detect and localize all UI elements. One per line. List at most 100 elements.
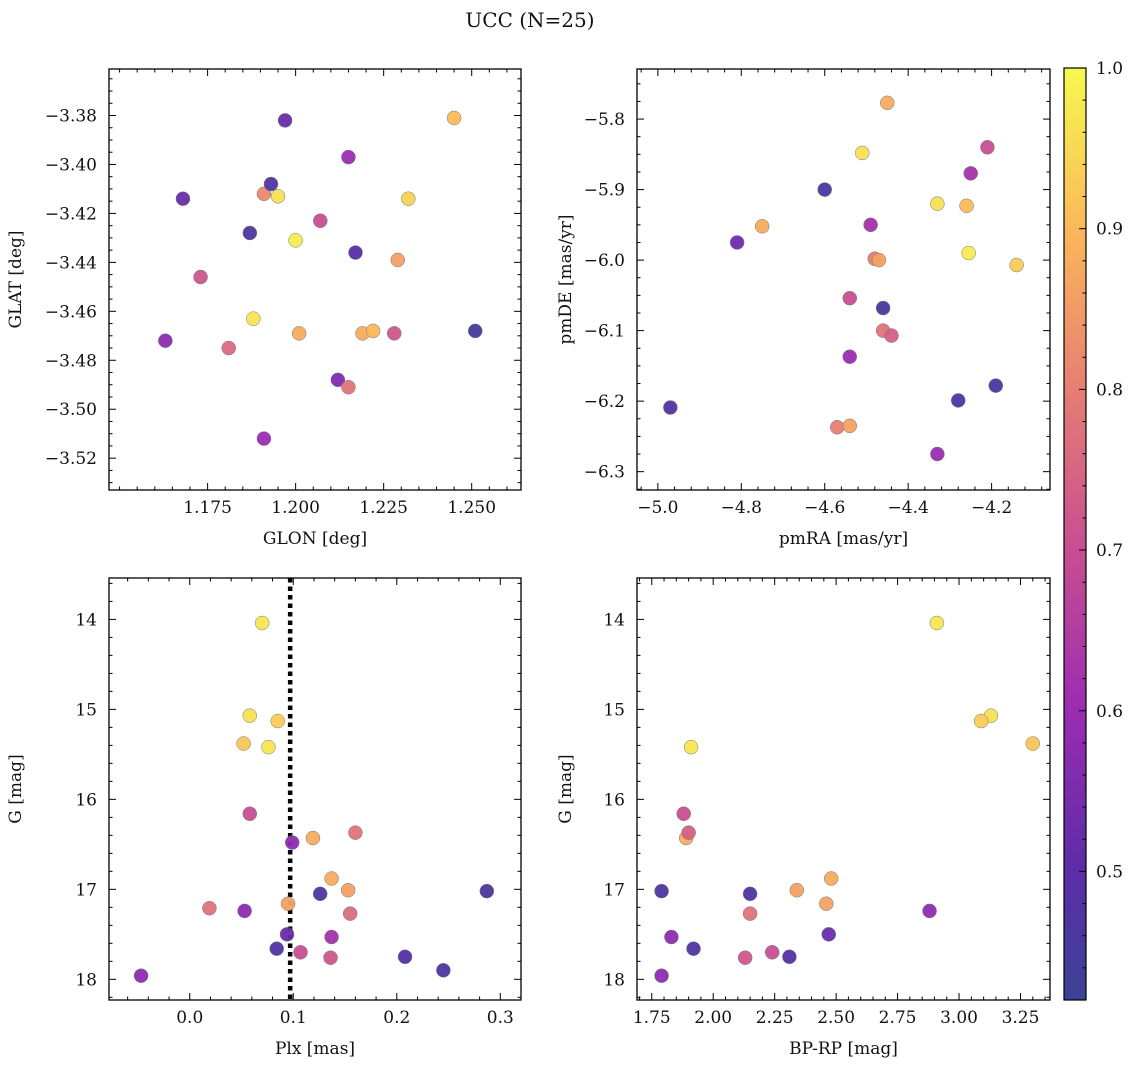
panel-glon-glat: 1.175 1.200 1.225 1.250 −3.38 −3.40 −3.42 −3.44… bbox=[6, 68, 522, 549]
data-point bbox=[221, 340, 236, 356]
x-tick-label: 0.0 bbox=[176, 1008, 203, 1028]
data-point bbox=[467, 323, 483, 339]
data-point bbox=[293, 945, 308, 960]
data-point bbox=[823, 871, 839, 886]
y-axis-label: G [mag] bbox=[6, 754, 26, 823]
x-tick-label: 0.1 bbox=[280, 1008, 307, 1028]
data-point bbox=[348, 825, 363, 840]
data-point bbox=[390, 252, 406, 268]
panel-plx-g: 0.0 0.1 0.2 0.3 14 15 16 17 18 Plx [mas] G [mag] bbox=[6, 577, 522, 1059]
data-point bbox=[817, 182, 832, 197]
x-axis-label: pmRA [mas/yr] bbox=[779, 529, 908, 549]
y-tick-label: 16 bbox=[75, 790, 97, 810]
data-point bbox=[270, 189, 286, 204]
y-tick-label: −3.50 bbox=[45, 400, 97, 420]
y-tick-label: 18 bbox=[75, 970, 97, 990]
y-tick-label: 18 bbox=[603, 970, 625, 990]
colorbar-tick-label: 0.9 bbox=[1096, 220, 1123, 240]
data-point bbox=[1025, 736, 1041, 751]
y-axis-label: G [mag] bbox=[556, 754, 576, 823]
data-point bbox=[175, 191, 191, 206]
y-tick-label: 14 bbox=[75, 610, 97, 630]
y-tick-label: −3.42 bbox=[45, 204, 97, 224]
data-point bbox=[323, 950, 338, 965]
x-tick-label: −4.8 bbox=[721, 498, 762, 518]
data-point bbox=[654, 968, 669, 983]
data-point bbox=[930, 446, 945, 462]
data-point bbox=[819, 896, 834, 911]
data-point bbox=[365, 323, 381, 339]
data-point bbox=[654, 883, 669, 899]
colorbar-tick-label: 1.0 bbox=[1096, 59, 1123, 79]
x-axis-label: BP-RP [mag] bbox=[789, 1039, 898, 1059]
data-point bbox=[133, 968, 149, 983]
data-point bbox=[880, 95, 895, 111]
data-point bbox=[863, 217, 878, 233]
data-point bbox=[973, 713, 989, 729]
y-tick-label: −3.44 bbox=[45, 253, 97, 273]
colorbar-tick-label: 0.5 bbox=[1096, 862, 1123, 882]
data-point bbox=[664, 929, 679, 945]
data-point bbox=[284, 835, 300, 850]
data-point bbox=[742, 906, 758, 921]
data-point bbox=[305, 830, 321, 846]
y-tick-label: −6.1 bbox=[584, 322, 625, 342]
data-point bbox=[683, 739, 699, 755]
y-tick-label: −6.3 bbox=[584, 463, 625, 483]
data-point bbox=[959, 198, 974, 214]
colorbar-tick-label: 0.7 bbox=[1096, 541, 1123, 561]
y-tick-label: −3.46 bbox=[45, 302, 97, 322]
x-tick-label: −4.6 bbox=[804, 498, 845, 518]
data-point bbox=[397, 949, 413, 965]
y-tick-label: −3.40 bbox=[45, 155, 97, 175]
x-tick-label: −4.2 bbox=[971, 498, 1012, 518]
data-point bbox=[202, 900, 217, 916]
data-point bbox=[930, 196, 945, 211]
y-tick-label: 17 bbox=[603, 880, 625, 900]
data-point bbox=[764, 945, 780, 960]
data-point bbox=[237, 903, 252, 919]
data-point bbox=[855, 145, 870, 161]
data-point bbox=[842, 349, 858, 364]
data-point bbox=[288, 233, 303, 248]
data-point bbox=[871, 252, 887, 268]
data-point bbox=[663, 400, 678, 415]
x-tick-label: 0.3 bbox=[487, 1008, 514, 1028]
data-point bbox=[269, 941, 284, 956]
data-point bbox=[341, 149, 356, 165]
data-point bbox=[313, 213, 328, 229]
x-axis-label: Plx [mas] bbox=[275, 1039, 355, 1059]
data-point bbox=[330, 372, 346, 388]
data-point bbox=[277, 113, 293, 128]
data-point bbox=[742, 886, 758, 902]
data-point bbox=[980, 140, 995, 155]
y-tick-label: −6.2 bbox=[584, 392, 625, 412]
data-point bbox=[280, 896, 296, 911]
x-tick-label: 2.75 bbox=[879, 1008, 917, 1028]
data-point bbox=[242, 708, 258, 723]
data-point bbox=[929, 615, 945, 631]
x-tick-label: 0.2 bbox=[383, 1008, 410, 1028]
data-point bbox=[1009, 257, 1024, 273]
data-point bbox=[789, 882, 805, 898]
x-tick-label: 3.25 bbox=[1002, 1008, 1040, 1028]
plot-frame bbox=[636, 577, 1051, 1001]
colorbar-tick-label: 0.8 bbox=[1096, 380, 1123, 400]
data-point bbox=[193, 269, 208, 285]
data-point bbox=[782, 949, 797, 965]
colorbar-gradient bbox=[1063, 67, 1087, 1001]
y-tick-label: 16 bbox=[603, 790, 625, 810]
y-tick-label: −6.0 bbox=[584, 251, 625, 271]
figure-title: UCC (N=25) bbox=[465, 8, 594, 32]
data-point bbox=[342, 906, 358, 921]
data-point bbox=[324, 929, 339, 945]
data-point bbox=[158, 333, 173, 348]
y-tick-label: −5.8 bbox=[584, 110, 625, 130]
data-point bbox=[236, 736, 251, 751]
y-axis-label: GLAT [deg] bbox=[6, 230, 26, 328]
data-point bbox=[324, 871, 339, 886]
x-axis-label: GLON [deg] bbox=[263, 529, 367, 549]
plot-frame bbox=[108, 577, 522, 1001]
data-point bbox=[686, 941, 701, 956]
